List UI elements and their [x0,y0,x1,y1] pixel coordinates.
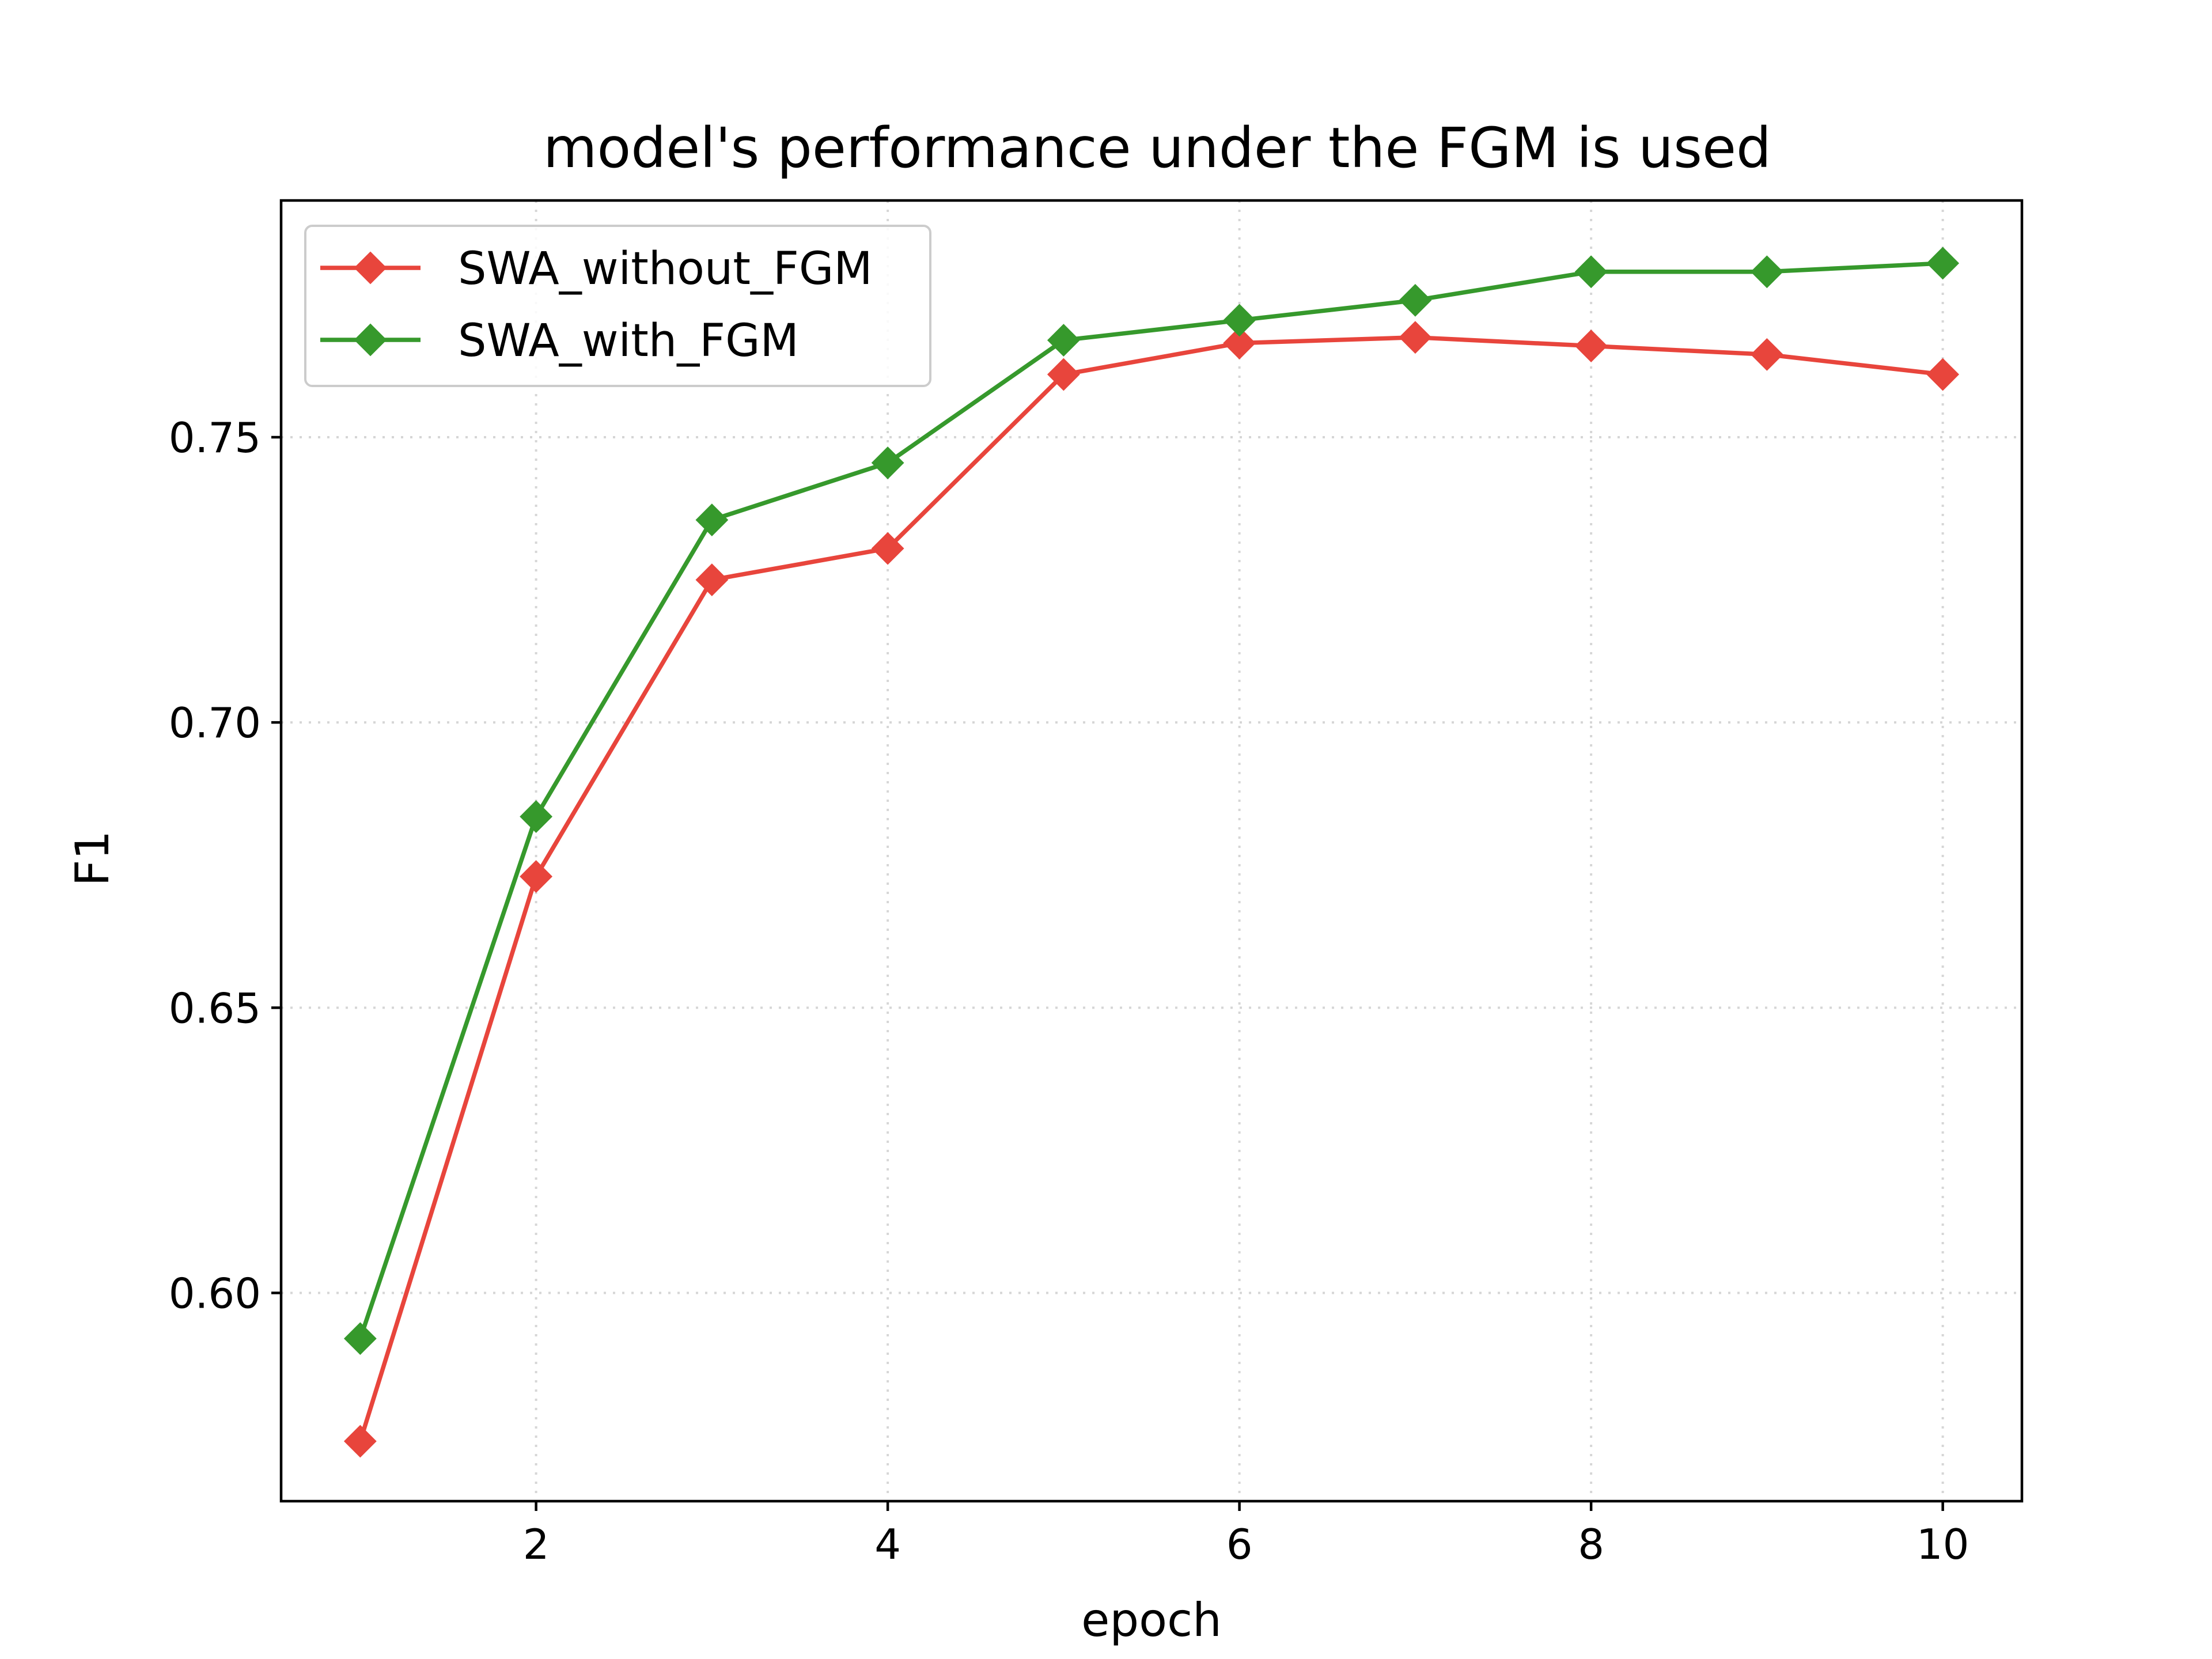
y-tick-label: 0.75 [169,414,261,462]
series-SWA_without_FGM [343,321,1960,1458]
legend-label: SWA_with_FGM [458,315,799,367]
data-point [1399,283,1432,317]
y-axis-label: F1 [66,831,119,887]
data-point [520,800,553,833]
chart-title: model's performance under the FGM is use… [543,116,1771,180]
legend-marker [354,251,387,285]
data-point [695,563,729,596]
plot-frame [279,199,2024,1503]
data-point [1223,327,1256,360]
data-point [1926,247,1960,280]
y-tick-label: 0.60 [169,1270,261,1318]
data-point [871,446,904,479]
data-point [1574,255,1608,289]
data-point [1574,329,1608,362]
data-point [1047,358,1080,391]
data-point [343,1425,377,1458]
y-tick-label: 0.65 [169,984,261,1032]
data-point [1223,304,1256,337]
legend-marker [354,323,387,357]
plot-series [343,247,1960,1458]
data-point [520,860,553,893]
x-axis-label: epoch [1081,1593,1222,1647]
data-point [1750,338,1783,371]
y-tick-label: 0.70 [169,699,261,747]
data-point [695,503,729,537]
legend-box [304,225,931,387]
x-tick-label: 6 [1226,1520,1253,1569]
series-line [358,335,1944,1442]
series-line [358,261,1943,1339]
x-tick-label: 2 [523,1520,550,1569]
legend-item: SWA_without_FGM [320,243,873,295]
data-point [1399,321,1432,354]
data-point [1047,324,1080,357]
legend-item: SWA_with_FGM [320,315,799,367]
legend-label: SWA_without_FGM [458,243,873,295]
x-tick-label: 8 [1578,1520,1604,1569]
data-point [1926,358,1960,391]
data-point [871,532,904,565]
legend: SWA_without_FGM SWA_with_FGM [304,225,931,387]
x-tick-label: 4 [874,1520,901,1569]
series-SWA_with_FGM [343,247,1960,1355]
data-point [1750,255,1783,289]
data-point [343,1322,377,1355]
x-tick-label: 10 [1916,1520,1969,1569]
axis-ticks: 2 4 6 8 10 0.60 0.65 0.70 0.75 [169,414,1969,1569]
